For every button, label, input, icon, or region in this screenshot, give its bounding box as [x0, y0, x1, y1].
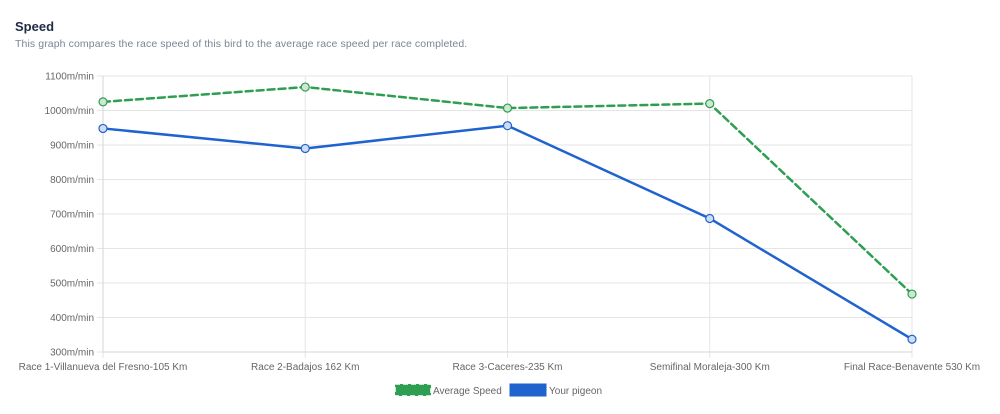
- x-tick-label: Final Race-Benavente 530 Km: [844, 362, 980, 373]
- y-tick-label: 800m/min: [50, 175, 94, 186]
- chart-subtitle: This graph compares the race speed of th…: [15, 38, 468, 50]
- y-tick-label: 1000m/min: [45, 106, 94, 117]
- legend-swatch: [394, 383, 432, 397]
- data-point[interactable]: [98, 123, 108, 134]
- data-point[interactable]: [98, 97, 108, 107]
- x-axis: Race 1-Villanueva del Fresno-105 Km Race …: [19, 362, 980, 373]
- legend-item-average-speed[interactable]: Average Speed: [394, 383, 502, 397]
- data-point[interactable]: [705, 98, 715, 109]
- y-tick-label: 600m/min: [50, 244, 94, 255]
- y-axis: 300m/min 400m/min 500m/min 600m/min 700m/min…: [45, 72, 94, 359]
- data-point[interactable]: [300, 143, 310, 154]
- data-point[interactable]: [502, 103, 513, 113]
- x-tick-label: Race 3-Caceres-235 Km: [452, 362, 562, 373]
- data-point[interactable]: [300, 82, 310, 92]
- y-tick-label: 700m/min: [50, 210, 94, 221]
- data-point[interactable]: [502, 121, 513, 131]
- legend[interactable]: Average Speed Your pigeon: [394, 383, 602, 397]
- legend-swatch: [509, 383, 547, 397]
- y-tick-label: 400m/min: [50, 313, 94, 324]
- legend-label: Average Speed: [433, 386, 502, 397]
- grid-lines: [97, 75, 913, 358]
- legend-item-your-pigeon[interactable]: Your pigeon: [509, 383, 602, 397]
- series-lines: [98, 82, 917, 344]
- y-tick-label: 900m/min: [50, 141, 94, 152]
- legend-label: Your pigeon: [549, 386, 602, 397]
- y-tick-label: 300m/min: [50, 348, 94, 359]
- chart-title: Speed: [15, 19, 55, 34]
- data-point[interactable]: [705, 213, 715, 224]
- data-point[interactable]: [907, 289, 917, 299]
- x-tick-label: Semifinal Moraleja-300 Km: [650, 362, 770, 373]
- data-point[interactable]: [907, 334, 917, 344]
- x-tick-label: Race 1-Villanueva del Fresno-105 Km: [19, 362, 188, 373]
- y-tick-label: 500m/min: [50, 279, 94, 290]
- x-tick-label: Race 2-Badajos 162 Km: [251, 362, 359, 373]
- y-tick-label: 1100m/min: [45, 72, 94, 83]
